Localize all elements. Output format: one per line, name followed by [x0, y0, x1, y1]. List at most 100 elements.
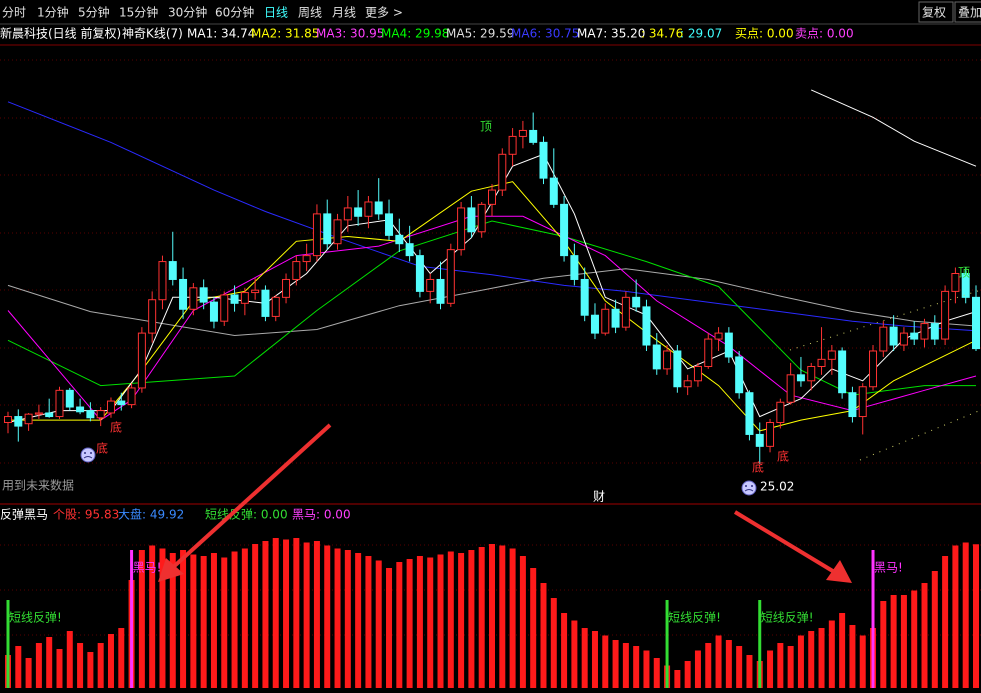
- bar: [77, 643, 84, 688]
- bar: [705, 643, 712, 688]
- period-tab[interactable]: 30分钟: [168, 5, 207, 20]
- candle-body: [415, 255, 424, 292]
- candle-body: [972, 296, 980, 350]
- candle-body: [508, 135, 517, 155]
- indicator-value: 卖点: 0.00: [795, 27, 854, 41]
- bar: [499, 545, 506, 688]
- bar: [952, 545, 959, 688]
- bar: [66, 631, 73, 688]
- signal-label: 黑马!: [133, 561, 162, 575]
- candle-body: [807, 365, 816, 382]
- candle-body: [24, 413, 33, 425]
- candle-body: [539, 141, 548, 179]
- candle-body: [106, 400, 115, 414]
- chart-annotation: 底: [777, 449, 789, 464]
- toolbar-button[interactable]: 叠加: [958, 6, 981, 20]
- period-tab[interactable]: 月线: [332, 6, 356, 20]
- bar: [200, 556, 207, 688]
- indicator-legend: 黑马: 0.00: [292, 508, 351, 522]
- bar: [406, 559, 413, 688]
- bar: [777, 643, 784, 688]
- candle-body: [436, 278, 445, 304]
- candle-body: [261, 289, 270, 317]
- bar: [931, 571, 938, 688]
- bar: [859, 635, 866, 688]
- candle-body: [34, 412, 43, 415]
- bar: [911, 590, 918, 688]
- candle-body: [920, 323, 929, 340]
- bar: [674, 670, 681, 688]
- period-tab[interactable]: 周线: [298, 6, 322, 20]
- bar: [107, 634, 114, 688]
- bar: [591, 631, 598, 688]
- period-tab[interactable]: 1分钟: [37, 5, 69, 20]
- period-tab[interactable]: 5分钟: [78, 5, 110, 20]
- bar: [849, 625, 856, 688]
- period-tab[interactable]: 60分钟: [215, 5, 254, 20]
- bar: [180, 550, 187, 688]
- bar: [602, 635, 609, 688]
- indicator-value: : 29.07: [680, 27, 722, 41]
- arrow: [158, 423, 332, 582]
- candle-body: [385, 213, 394, 236]
- period-tab[interactable]: 分时: [2, 6, 26, 20]
- period-tab[interactable]: 15分钟: [119, 5, 158, 20]
- bar: [622, 643, 629, 688]
- indicator-value: 买点: 0.00: [735, 27, 794, 41]
- candle-body: [96, 410, 105, 419]
- bar: [118, 628, 125, 688]
- bar: [324, 545, 331, 688]
- indicator-value: MA1: 34.74: [187, 27, 255, 41]
- bar: [797, 635, 804, 688]
- candle-body: [189, 287, 198, 310]
- candle-body: [673, 350, 682, 388]
- bar: [149, 545, 156, 688]
- candle-body: [240, 292, 249, 304]
- candle-body: [704, 338, 713, 367]
- bar: [818, 628, 825, 688]
- bar: [241, 548, 248, 688]
- bar: [612, 640, 619, 688]
- candle-body: [941, 290, 950, 340]
- bar: [313, 541, 320, 688]
- bar: [653, 658, 660, 688]
- moving-average-line: [7, 268, 977, 337]
- candle-body: [302, 255, 311, 263]
- candle-body: [580, 278, 589, 316]
- period-tab[interactable]: 更多 >: [365, 6, 403, 20]
- candle-body: [951, 273, 960, 292]
- bar: [15, 646, 22, 688]
- bar: [694, 650, 701, 688]
- indicator-value: MA5: 29.59: [446, 27, 514, 41]
- candle-body: [467, 207, 476, 233]
- candle-body: [590, 314, 599, 334]
- bar: [900, 595, 907, 688]
- bar: [159, 548, 166, 688]
- candle-body: [724, 332, 733, 358]
- candle-body: [220, 294, 229, 322]
- candle-body: [899, 332, 908, 346]
- candle-body: [168, 261, 177, 280]
- candle-body: [910, 332, 919, 340]
- toolbar-button[interactable]: 复权: [922, 6, 946, 20]
- candle-body: [663, 350, 672, 370]
- candle-body: [323, 213, 332, 245]
- candle-body: [127, 387, 136, 406]
- button-frame: [954, 1, 981, 23]
- candle-body: [343, 207, 352, 221]
- bar: [262, 541, 269, 688]
- period-tab[interactable]: 日线: [264, 6, 288, 20]
- candle-body: [65, 389, 74, 408]
- candle-body: [621, 296, 630, 328]
- chart-annotation: 用到未来数据: [2, 478, 74, 493]
- candle-body: [76, 406, 85, 413]
- candle-body: [755, 433, 764, 447]
- candle-body: [549, 177, 558, 205]
- arrow: [733, 510, 852, 583]
- candle-body: [869, 350, 878, 388]
- bar: [97, 643, 104, 688]
- trend-line: [859, 409, 981, 461]
- candle-body: [446, 249, 455, 304]
- icon: [80, 447, 96, 463]
